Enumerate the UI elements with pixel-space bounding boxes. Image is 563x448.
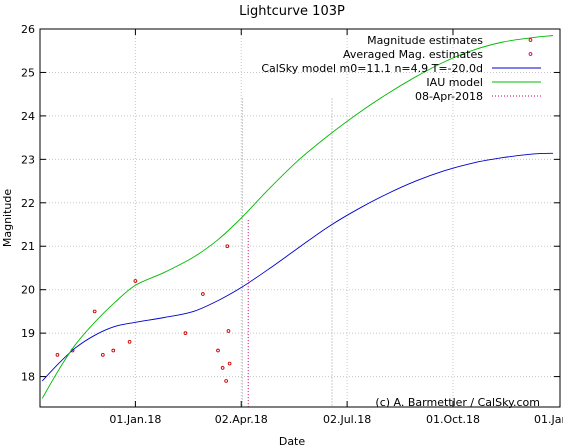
data-point — [216, 348, 220, 353]
y-axis-ticks: 18 19 20 21 22 23 24 25 26 — [21, 23, 560, 384]
x-tick-label: 01.Oct.18 — [426, 413, 480, 426]
legend-swatch — [528, 52, 533, 56]
marker-lines — [241, 98, 333, 407]
data-point — [226, 329, 231, 333]
legend-label: Magnitude estimates — [367, 34, 483, 47]
data-point — [183, 331, 188, 335]
data-point — [133, 279, 138, 283]
legend-swatch — [528, 38, 533, 42]
y-tick-label: 25 — [21, 66, 35, 79]
data-point — [220, 366, 225, 370]
chart-title: Lightcurve 103P — [239, 4, 345, 19]
y-tick-label: 24 — [21, 110, 35, 123]
y-tick-label: 22 — [21, 197, 35, 210]
legend-label: CalSky model m0=11.1 n=4.9 T=-20.0d — [261, 62, 483, 75]
data-point — [100, 353, 105, 357]
plot-frame — [39, 28, 561, 408]
data-point — [92, 309, 97, 314]
x-tick-label: 02.Apr.18 — [215, 413, 268, 426]
data-point — [201, 292, 205, 296]
credit-text: (c) A. Barmettler / CalSky.com — [375, 396, 540, 409]
y-tick-label: 19 — [21, 327, 35, 340]
x-axis-ticks: 01.Jan.18 02.Apr.18 02.Jul.18 01.Oct.18 01.J… — [109, 29, 563, 426]
x-axis-label: Date — [279, 435, 306, 448]
y-tick-label: 20 — [21, 284, 35, 297]
series-layer — [41, 35, 554, 407]
legend-label: IAU model — [426, 76, 483, 89]
y-tick-label: 21 — [21, 240, 35, 253]
y-tick-label: 18 — [21, 371, 35, 384]
x-tick-label: 01.Jan.19 — [534, 413, 563, 426]
data-point — [55, 353, 60, 357]
data-point — [224, 379, 228, 383]
data-point — [111, 348, 116, 353]
x-tick-label: 02.Jul.18 — [323, 413, 371, 426]
y-tick-label: 26 — [21, 23, 35, 36]
series-line — [41, 152, 554, 382]
data-point — [227, 361, 232, 366]
data-point — [225, 244, 230, 249]
series-line — [41, 35, 554, 399]
x-tick-label: 01.Jan.18 — [109, 413, 161, 426]
y-axis-label: Magnitude — [1, 189, 14, 248]
legend-label: 08-Apr-2018 — [415, 90, 483, 103]
legend-label: Averaged Mag. estimates — [343, 48, 483, 61]
y-tick-label: 23 — [21, 153, 35, 166]
data-point — [127, 339, 132, 344]
